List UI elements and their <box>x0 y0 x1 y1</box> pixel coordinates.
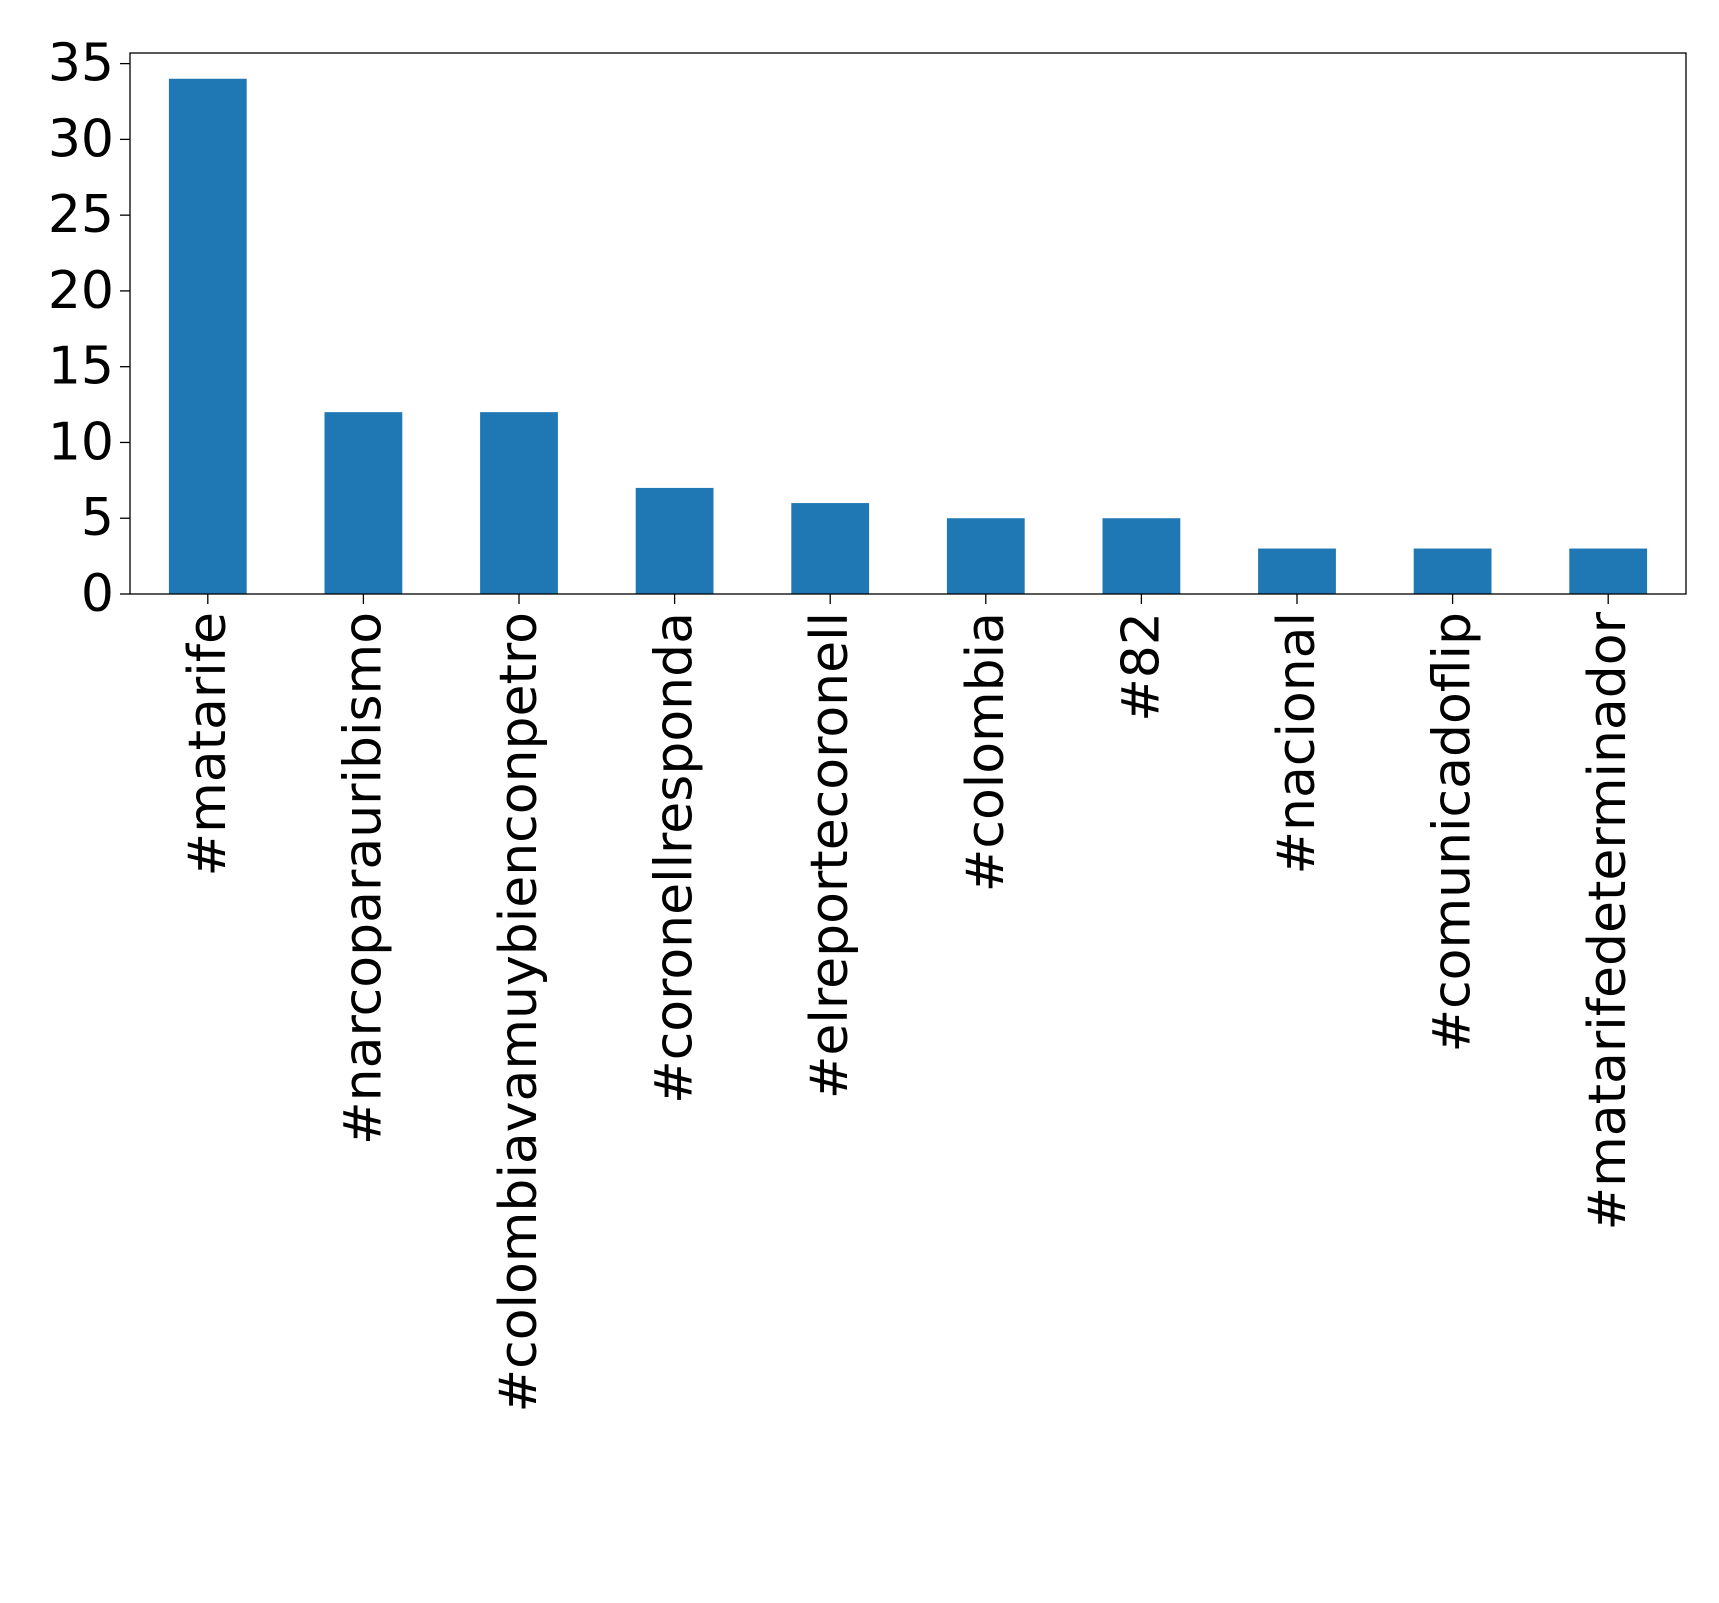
y-tick-label: 15 <box>48 337 114 397</box>
x-tick-label: #coronellresponda <box>645 612 705 1104</box>
y-tick-label: 30 <box>48 109 114 169</box>
bar <box>1413 548 1492 594</box>
x-tick-label: #nacional <box>1267 612 1327 875</box>
y-axis: 0 5 10 15 20 25 30 35 <box>48 34 130 624</box>
x-tick-label: #matarifedeterminador <box>1578 611 1638 1230</box>
bar <box>324 412 403 594</box>
y-tick-label: 5 <box>81 488 114 548</box>
x-tick-label: #colombiavamuybienconpetro <box>489 612 549 1412</box>
x-tick-label: #narcoparauribismo <box>333 612 393 1145</box>
x-axis: #matarife #narcoparauribismo #colombiavamu… <box>178 594 1638 1412</box>
y-tick-label: 35 <box>48 34 114 94</box>
x-tick-label: #comunicadoflip <box>1423 612 1483 1052</box>
x-tick-label: #82 <box>1111 612 1171 722</box>
bar <box>791 503 870 594</box>
plot-area-frame <box>129 52 1687 595</box>
y-tick-label: 25 <box>48 185 114 245</box>
bar <box>168 78 247 594</box>
y-tick-label: 0 <box>81 564 114 624</box>
y-tick-label: 10 <box>48 412 114 472</box>
bar <box>946 518 1025 594</box>
bar <box>635 487 714 594</box>
y-tick-label: 20 <box>48 261 114 321</box>
bar <box>1102 518 1181 594</box>
x-tick-label: #colombia <box>956 612 1016 892</box>
bar <box>480 412 558 594</box>
x-tick-label: #matarife <box>178 612 238 876</box>
bar <box>1569 548 1648 594</box>
x-tick-label: #elreportecoronell <box>800 612 860 1099</box>
bar <box>1258 548 1336 594</box>
bars-layer <box>168 78 1648 594</box>
